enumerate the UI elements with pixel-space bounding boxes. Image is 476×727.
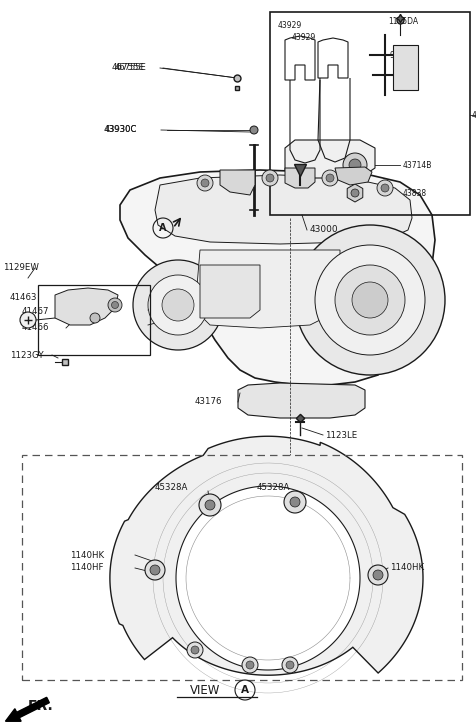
Text: 45328A: 45328A <box>155 483 188 491</box>
Circle shape <box>315 245 425 355</box>
Circle shape <box>150 565 160 575</box>
Text: 43929: 43929 <box>278 20 302 30</box>
Circle shape <box>368 565 388 585</box>
Polygon shape <box>220 170 255 195</box>
Circle shape <box>377 180 393 196</box>
Circle shape <box>322 170 338 186</box>
Circle shape <box>148 275 208 335</box>
Polygon shape <box>155 175 412 244</box>
Circle shape <box>187 642 203 658</box>
Circle shape <box>381 184 389 192</box>
Circle shape <box>90 313 100 323</box>
Circle shape <box>133 260 223 350</box>
Text: 91931: 91931 <box>390 50 414 60</box>
Circle shape <box>250 126 258 134</box>
Text: 41467: 41467 <box>22 308 50 316</box>
Polygon shape <box>200 265 260 318</box>
Text: 43930C: 43930C <box>104 126 138 134</box>
Circle shape <box>282 657 298 673</box>
Text: 1125DA: 1125DA <box>388 17 418 26</box>
Circle shape <box>290 497 300 507</box>
Circle shape <box>351 189 359 197</box>
Text: 1123GY: 1123GY <box>10 350 44 359</box>
Circle shape <box>145 560 165 580</box>
Text: 1140HK: 1140HK <box>390 563 424 572</box>
Circle shape <box>246 661 254 669</box>
Circle shape <box>262 170 278 186</box>
Text: 41466: 41466 <box>22 324 50 332</box>
Text: A: A <box>159 223 167 233</box>
Text: A: A <box>241 685 249 695</box>
Circle shape <box>349 159 361 171</box>
Circle shape <box>343 153 367 177</box>
Text: 1140HF: 1140HF <box>70 563 103 572</box>
Circle shape <box>242 657 258 673</box>
Text: 1123LE: 1123LE <box>325 430 357 440</box>
Circle shape <box>201 179 209 187</box>
Polygon shape <box>195 250 340 328</box>
Text: VIEW: VIEW <box>190 683 220 696</box>
Text: 43838: 43838 <box>403 188 427 198</box>
Polygon shape <box>120 170 435 385</box>
Circle shape <box>286 661 294 669</box>
Text: 46755E: 46755E <box>115 63 147 73</box>
Circle shape <box>108 298 122 312</box>
Polygon shape <box>347 184 363 202</box>
Bar <box>38 285 150 355</box>
Circle shape <box>20 312 36 328</box>
Circle shape <box>266 174 274 182</box>
Circle shape <box>162 289 194 321</box>
Polygon shape <box>335 167 372 185</box>
Text: 43714B: 43714B <box>403 161 432 169</box>
Text: 43929: 43929 <box>292 33 316 42</box>
Circle shape <box>373 570 383 580</box>
Text: 43920: 43920 <box>472 111 476 119</box>
Text: 43176: 43176 <box>195 398 222 406</box>
Text: 43000: 43000 <box>310 225 338 235</box>
Circle shape <box>284 491 306 513</box>
Text: FR.: FR. <box>28 699 54 713</box>
Bar <box>393 45 418 90</box>
Circle shape <box>199 494 221 516</box>
Circle shape <box>205 500 215 510</box>
Polygon shape <box>238 383 365 418</box>
Bar <box>22 455 462 680</box>
Polygon shape <box>285 140 375 178</box>
Circle shape <box>326 174 334 182</box>
Text: 1140HK: 1140HK <box>70 550 104 560</box>
Polygon shape <box>285 168 315 188</box>
Text: 1129EW: 1129EW <box>3 263 39 273</box>
Polygon shape <box>55 288 118 325</box>
FancyArrow shape <box>6 697 50 721</box>
Circle shape <box>352 282 388 318</box>
Polygon shape <box>176 486 360 670</box>
Text: 46755E: 46755E <box>112 63 145 73</box>
Circle shape <box>295 225 445 375</box>
Circle shape <box>191 646 199 654</box>
Text: 43930C: 43930C <box>105 126 138 134</box>
Text: 45328A: 45328A <box>257 483 290 491</box>
Polygon shape <box>110 436 423 675</box>
Circle shape <box>111 302 119 308</box>
Bar <box>270 12 470 215</box>
Circle shape <box>335 265 405 335</box>
Circle shape <box>197 175 213 191</box>
Text: 41463: 41463 <box>10 292 38 302</box>
